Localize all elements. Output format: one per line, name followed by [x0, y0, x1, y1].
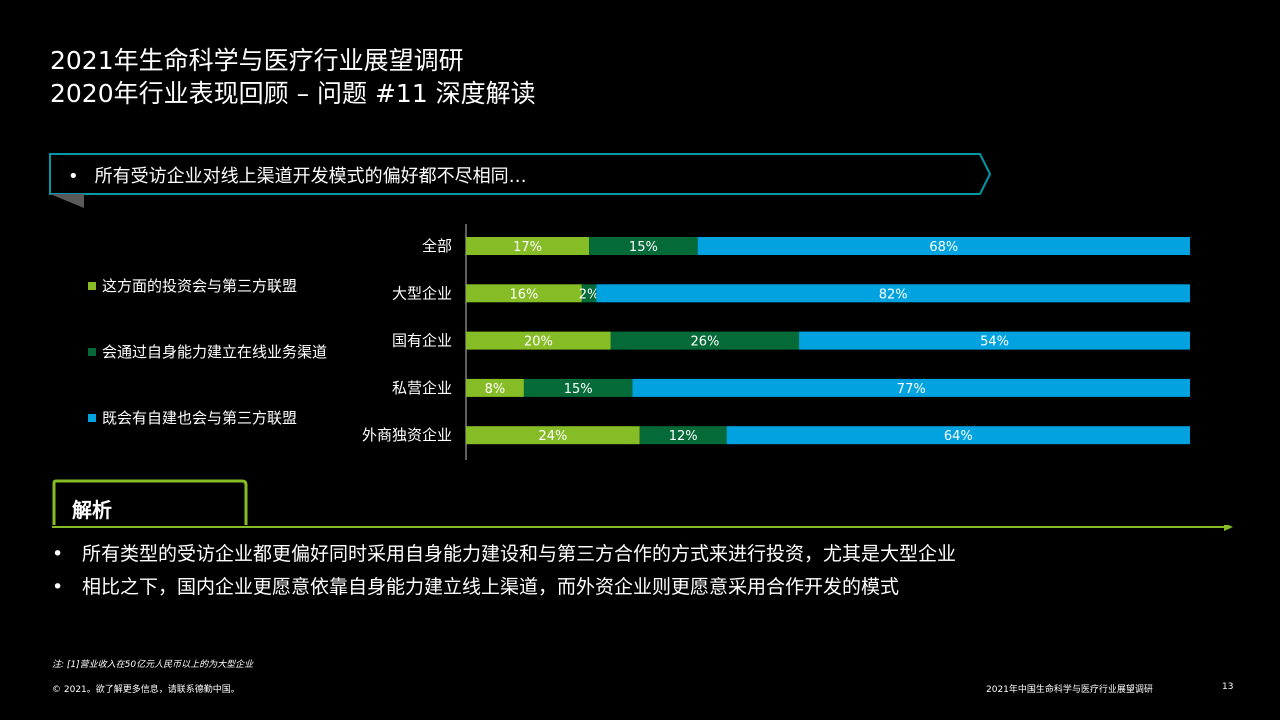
legend-swatch-dark-green [88, 347, 96, 356]
bar-data-label: 2% [579, 287, 600, 302]
category-label: 国有企业 [392, 332, 452, 350]
bar-segment [466, 237, 590, 255]
legend-item-both: 既会有自建也会与第三方联盟 [88, 407, 297, 428]
category-label: 外商独资企业 [362, 426, 452, 444]
bar-segment [610, 331, 800, 350]
bar-data-label: 26% [690, 335, 719, 350]
bar-segment [581, 284, 597, 303]
callout-frame [49, 153, 992, 208]
bar-data-label: 8% [485, 382, 506, 397]
legend-item-alliance: 这方面的投资会与第三方联盟 [88, 275, 297, 296]
legend-item-self-built: 会通过自身能力建立在线业务渠道 [88, 341, 327, 362]
footer-report-name: 2021年中国生命科学与医疗行业展望调研 [986, 685, 1153, 695]
bar-data-label: 16% [509, 287, 538, 302]
bar-segment [726, 426, 1190, 445]
bar-data-label: 20% [524, 335, 553, 350]
legend-label: 既会有自建也会与第三方联盟 [102, 409, 298, 427]
bar-data-label: 15% [629, 240, 658, 255]
bar-segment [523, 378, 633, 397]
callout-text: • 所有受访企业对线上渠道开发模式的偏好都不尽相同… [68, 162, 527, 188]
callout-message: 所有受访企业对线上渠道开发模式的偏好都不尽相同… [94, 166, 527, 187]
legend-swatch-light-green [88, 281, 96, 290]
category-label: 私营企业 [392, 379, 452, 397]
bar-segment [596, 284, 1190, 303]
analysis-point-text: 所有类型的受访企业都更偏好同时采用自身能力建设和与第三方合作的方式来进行投资，尤… [82, 543, 957, 565]
bar-data-label: 12% [669, 429, 698, 444]
legend-label: 会通过自身能力建立在线业务渠道 [102, 343, 328, 361]
bar-segment [466, 284, 582, 303]
bar-segment [466, 331, 611, 350]
category-label: 全部 [422, 237, 452, 255]
bar-data-label: 15% [564, 382, 593, 397]
analysis-divider-arrow [52, 525, 1233, 531]
analysis-point-2: • 相比之下，国内企业更愿意依靠自身能力建立线上渠道，而外资企业则更愿意采用合作开… [52, 572, 899, 599]
page-title: 2021年生命科学与医疗行业展望调研 2020年行业表现回顾 – 问题 #11 … [50, 44, 536, 110]
bar-segment [639, 426, 727, 445]
bar-segment [632, 378, 1190, 397]
bar-segment [589, 237, 698, 255]
bar-data-label: 17% [513, 240, 542, 255]
callout-bullet: • [68, 166, 79, 187]
copyright: © 2021。欲了解更多信息，请联系德勤中国。 [52, 685, 240, 695]
analysis-title: 解析 [72, 498, 112, 522]
analysis-point-text: 相比之下，国内企业更愿意依靠自身能力建立线上渠道，而外资企业则更愿意采用合作开发… [82, 576, 900, 598]
bar-segment [466, 426, 640, 445]
analysis-bullet: • [52, 576, 64, 598]
title-line-2: 2020年行业表现回顾 – 问题 #11 深度解读 [50, 79, 536, 108]
bar-segment [697, 237, 1190, 255]
page-number: 13 [1222, 682, 1234, 692]
category-label: 大型企业 [392, 284, 452, 302]
bar-data-label: 77% [897, 382, 926, 397]
bar-data-label: 54% [980, 335, 1009, 350]
footnote: 注: [1]营业收入在50亿元人民币以上的为大型企业 [52, 660, 254, 670]
bar-data-label: 24% [538, 429, 567, 444]
callout-banner: • 所有受访企业对线上渠道开发模式的偏好都不尽相同… [48, 152, 998, 212]
bar-data-label: 64% [944, 429, 973, 444]
analysis-point-1: • 所有类型的受访企业都更偏好同时采用自身能力建设和与第三方合作的方式来进行投资，… [52, 539, 956, 566]
analysis-tab-frame [52, 479, 248, 525]
title-line-1: 2021年生命科学与医疗行业展望调研 [50, 46, 464, 75]
legend-swatch-blue [88, 413, 96, 422]
bar-segment [466, 378, 524, 397]
bar-segment [799, 331, 1190, 350]
bar-data-label: 68% [929, 240, 958, 255]
legend-label: 这方面的投资会与第三方联盟 [102, 277, 298, 295]
analysis-bullet: • [52, 543, 64, 565]
bar-data-label: 82% [879, 287, 908, 302]
